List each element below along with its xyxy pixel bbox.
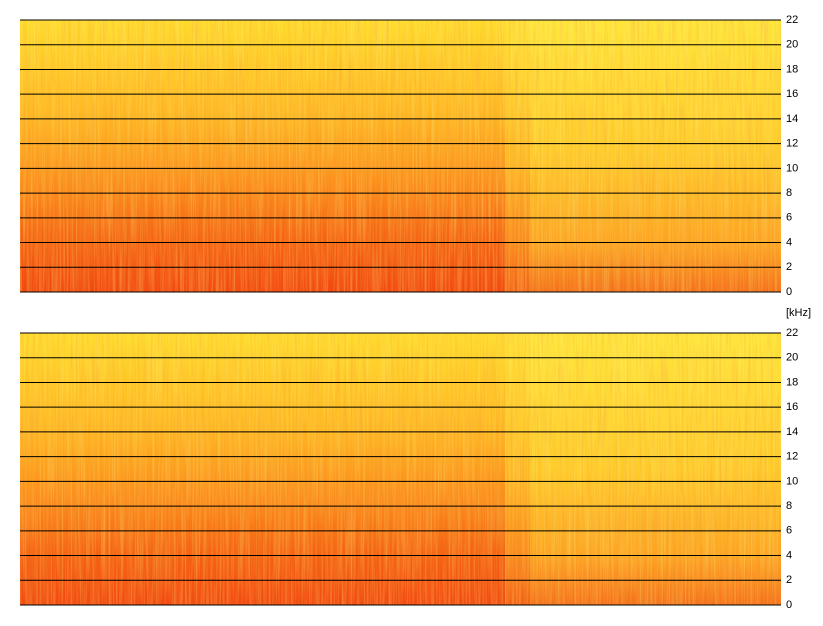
- y-tick-label: 4: [786, 549, 792, 561]
- y-tick-label: 18: [786, 63, 798, 75]
- y-tick-label: 4: [786, 236, 792, 248]
- y-tick-label: 22: [786, 14, 798, 26]
- y-tick-label: 18: [786, 376, 798, 388]
- y-tick-label: 2: [786, 574, 792, 586]
- spectrogram-noise: [20, 20, 781, 292]
- y-tick-label: 2: [786, 261, 792, 273]
- y-tick-label: 16: [786, 88, 798, 100]
- y-tick-label: 8: [786, 187, 792, 199]
- y-tick-label: 12: [786, 138, 798, 150]
- y-axis-label: [kHz]: [786, 307, 811, 319]
- y-tick-label: 16: [786, 401, 798, 413]
- y-tick-label: 22: [786, 327, 798, 339]
- y-tick-label: 6: [786, 212, 792, 224]
- y-tick-label: 10: [786, 475, 798, 487]
- y-tick-label: 10: [786, 162, 798, 174]
- y-tick-label: 6: [786, 525, 792, 537]
- y-tick-label: 20: [786, 352, 798, 364]
- y-tick-label: 0: [786, 286, 792, 298]
- y-tick-label: 8: [786, 500, 792, 512]
- y-tick-label: 14: [786, 113, 798, 125]
- y-tick-label: 14: [786, 426, 798, 438]
- y-tick-label: 12: [786, 451, 798, 463]
- y-tick-label: 20: [786, 39, 798, 51]
- y-tick-label: 0: [786, 599, 792, 611]
- spectrogram-noise: [20, 333, 781, 605]
